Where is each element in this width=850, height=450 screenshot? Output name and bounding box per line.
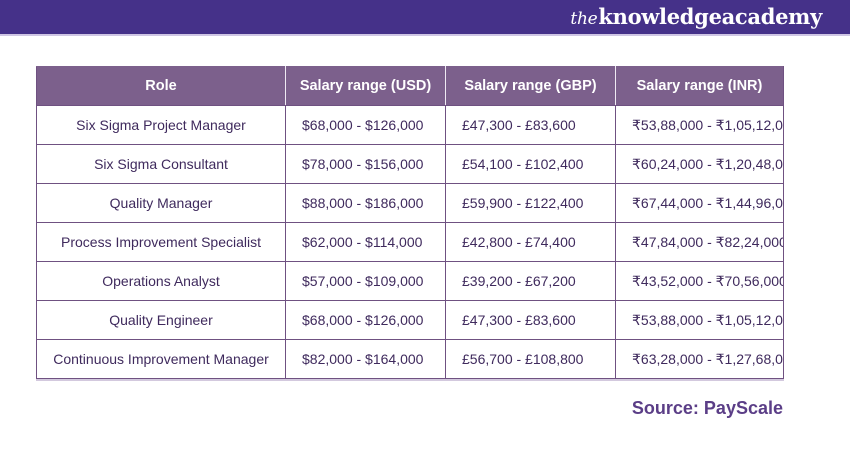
source-attribution: Source: PayScale xyxy=(631,398,783,418)
gbp-cell: £59,900 - £122,400 xyxy=(445,183,616,223)
inr-cell: ₹67,44,000 - ₹1,44,96,000 xyxy=(615,183,784,223)
role-cell: Six Sigma Consultant xyxy=(36,144,286,184)
salary-table-container: Role Salary range (USD) Salary range (GB… xyxy=(36,66,784,379)
logo-prefix: the xyxy=(570,9,598,29)
role-cell: Quality Engineer xyxy=(36,300,286,340)
role-cell: Process Improvement Specialist xyxy=(36,222,286,262)
gbp-cell: £54,100 - £102,400 xyxy=(445,144,616,184)
gbp-cell: £42,800 - £74,400 xyxy=(445,222,616,262)
table-row: Six Sigma Project Manager $68,000 - $126… xyxy=(36,105,784,145)
inr-cell: ₹47,84,000 - ₹82,24,000 xyxy=(615,222,784,262)
table-row: Quality Manager $88,000 - $186,000 £59,9… xyxy=(36,183,784,223)
inr-cell: ₹63,28,000 - ₹1,27,68,000 xyxy=(615,339,784,379)
table-row: Process Improvement Specialist $62,000 -… xyxy=(36,222,784,262)
usd-cell: $57,000 - $109,000 xyxy=(285,261,446,301)
role-cell: Continuous Improvement Manager xyxy=(36,339,286,379)
usd-cell: $68,000 - $126,000 xyxy=(285,105,446,145)
usd-cell: $68,000 - $126,000 xyxy=(285,300,446,340)
table-row: Continuous Improvement Manager $82,000 -… xyxy=(36,339,784,379)
role-cell: Operations Analyst xyxy=(36,261,286,301)
column-header-inr: Salary range (INR) xyxy=(615,66,784,106)
table-row: Quality Engineer $68,000 - $126,000 £47,… xyxy=(36,300,784,340)
gbp-cell: £47,300 - £83,600 xyxy=(445,300,616,340)
logo-main: knowledgeacademy xyxy=(598,4,822,29)
column-header-gbp: Salary range (GBP) xyxy=(445,66,616,106)
usd-cell: $78,000 - $156,000 xyxy=(285,144,446,184)
gbp-cell: £39,200 - £67,200 xyxy=(445,261,616,301)
usd-cell: $62,000 - $114,000 xyxy=(285,222,446,262)
inr-cell: ₹60,24,000 - ₹1,20,48,000 xyxy=(615,144,784,184)
table-header-row: Role Salary range (USD) Salary range (GB… xyxy=(36,66,784,106)
inr-cell: ₹43,52,000 - ₹70,56,000 xyxy=(615,261,784,301)
salary-table: Role Salary range (USD) Salary range (GB… xyxy=(36,66,784,379)
usd-cell: $88,000 - $186,000 xyxy=(285,183,446,223)
gbp-cell: £47,300 - £83,600 xyxy=(445,105,616,145)
column-header-usd: Salary range (USD) xyxy=(285,66,446,106)
knowledge-academy-logo: theknowledgeacademy xyxy=(570,6,822,28)
column-header-role: Role xyxy=(36,66,286,106)
usd-cell: $82,000 - $164,000 xyxy=(285,339,446,379)
table-row: Six Sigma Consultant $78,000 - $156,000 … xyxy=(36,144,784,184)
gbp-cell: £56,700 - £108,800 xyxy=(445,339,616,379)
role-cell: Six Sigma Project Manager xyxy=(36,105,286,145)
top-brand-bar: theknowledgeacademy xyxy=(0,0,850,36)
inr-cell: ₹53,88,000 - ₹1,05,12,000 xyxy=(615,300,784,340)
table-row: Operations Analyst $57,000 - $109,000 £3… xyxy=(36,261,784,301)
inr-cell: ₹53,88,000 - ₹1,05,12,000 xyxy=(615,105,784,145)
role-cell: Quality Manager xyxy=(36,183,286,223)
